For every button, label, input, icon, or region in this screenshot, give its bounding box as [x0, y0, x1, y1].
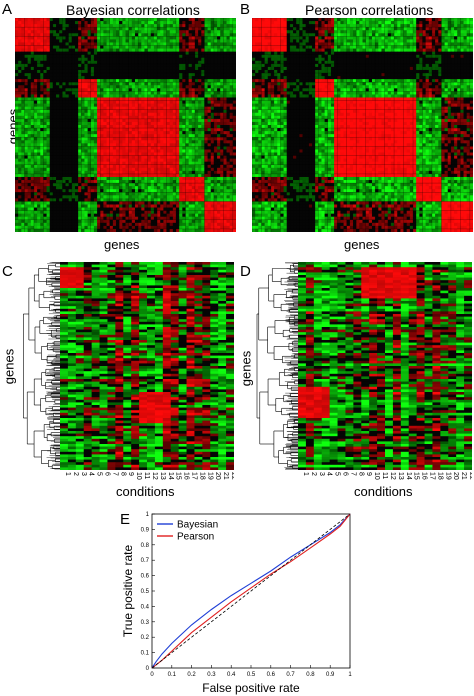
condition-tick-label: 15 — [413, 472, 420, 480]
panel-c-xlabel: conditions — [116, 484, 175, 499]
condition-tick-label: 13 — [397, 472, 404, 480]
pearson-correlation-heatmap — [252, 18, 473, 232]
condition-tick-label: 6 — [104, 472, 111, 476]
panel-a-title: Bayesian correlations — [66, 2, 200, 18]
condition-tick-label: 5 — [334, 472, 341, 476]
y-tick-label: 0.4 — [141, 604, 150, 610]
condition-tick-label: 7 — [111, 472, 118, 476]
condition-tick-label: 10 — [373, 472, 380, 480]
panel-d-condition-ticks: 1 2 3 4 5 6 7 8 9 10 11 12 13 14 15 16 17 18 19 20 21 22 — [302, 472, 472, 480]
condition-tick-label: 4 — [326, 472, 333, 476]
condition-tick-label: 16 — [421, 472, 428, 480]
x-tick-label: 0.1 — [168, 672, 177, 678]
condition-tick-label: 9 — [127, 472, 134, 476]
y-tick-label: 0.1 — [141, 651, 150, 657]
condition-tick-label: 11 — [381, 472, 388, 479]
condition-tick-label: 12 — [389, 472, 396, 480]
condition-tick-label: 9 — [365, 472, 372, 476]
panel-letter-d: D — [240, 263, 251, 280]
condition-tick-label: 19 — [206, 472, 213, 480]
y-tick-label: 0 — [146, 666, 150, 672]
y-tick-label: 0.3 — [141, 620, 150, 626]
condition-tick-label: 1 — [302, 472, 309, 476]
condition-tick-label: 11 — [143, 472, 150, 479]
panel-d-dendrogram — [256, 262, 298, 470]
panel-letter-a: A — [2, 1, 13, 18]
condition-tick-label: 20 — [214, 472, 221, 480]
y-tick-label: 0.5 — [141, 589, 150, 595]
condition-tick-label: 8 — [119, 472, 126, 476]
panel-letter-e: E — [120, 511, 131, 528]
legend-label: Pearson — [177, 532, 214, 543]
x-tick-label: 0 — [150, 672, 154, 678]
y-tick-label: 0.6 — [141, 574, 150, 580]
panel-a-xlabel: genes — [104, 237, 140, 252]
x-tick-label: 0.8 — [306, 672, 315, 678]
condition-tick-label: 15 — [175, 472, 182, 480]
condition-tick-label: 22 — [230, 472, 234, 480]
legend-label: Bayesian — [177, 520, 218, 531]
condition-tick-label: 7 — [349, 472, 356, 476]
y-tick-label: 1 — [146, 512, 150, 518]
x-tick-label: 0.7 — [286, 672, 295, 678]
panel-d-xlabel: conditions — [354, 484, 413, 499]
panel-c-condition-ticks: 1 2 3 4 5 6 7 8 9 10 11 12 13 14 15 16 17 18 19 20 21 22 — [64, 472, 234, 480]
y-tick-label: 0.7 — [141, 558, 150, 564]
panel-letter-c: C — [2, 263, 13, 280]
y-tick-label: 0.8 — [141, 543, 150, 549]
condition-tick-label: 3 — [80, 472, 87, 476]
panel-d-expression-heatmap — [298, 262, 472, 470]
x-tick-label: 0.6 — [267, 672, 276, 678]
panel-d-ylabel: genes — [238, 350, 254, 387]
condition-tick-label: 20 — [452, 472, 459, 480]
condition-tick-label: 17 — [429, 472, 436, 480]
condition-tick-label: 16 — [183, 472, 190, 480]
condition-tick-label: 13 — [159, 472, 166, 480]
condition-tick-label: 6 — [342, 472, 349, 476]
condition-tick-label: 8 — [357, 472, 364, 476]
condition-tick-label: 17 — [191, 472, 198, 480]
condition-tick-label: 19 — [444, 472, 451, 480]
x-tick-label: 0.3 — [207, 672, 216, 678]
roc-curve-chart: 0 0.1 0.2 0.3 0.4 0.5 0.6 0.7 0.8 0.9 1 0 0.1 0.2 0.3 0… — [121, 512, 352, 695]
condition-tick-label: 4 — [88, 472, 95, 476]
panel-letter-b: B — [240, 1, 251, 18]
roc-xlabel: False positive rate — [202, 681, 300, 695]
condition-tick-label: 2 — [72, 472, 79, 476]
panel-c-expression-heatmap — [60, 262, 234, 470]
x-tick-label: 0.4 — [227, 672, 236, 678]
roc-series-bayesian — [151, 513, 351, 669]
roc-diagonal-reference — [151, 513, 351, 669]
condition-tick-label: 12 — [151, 472, 158, 480]
roc-ylabel: True positive rate — [121, 545, 135, 638]
panel-c-dendrogram — [23, 262, 60, 470]
panel-b-title: Pearson correlations — [305, 2, 434, 18]
condition-tick-label: 21 — [222, 472, 229, 480]
y-tick-label: 0.9 — [141, 527, 150, 533]
condition-tick-label: 18 — [198, 472, 205, 480]
x-tick-label: 0.9 — [326, 672, 335, 678]
condition-tick-label: 1 — [64, 472, 71, 476]
condition-tick-label: 2 — [310, 472, 317, 476]
condition-tick-label: 14 — [167, 472, 174, 480]
condition-tick-label: 18 — [436, 472, 443, 480]
panel-b-xlabel: genes — [344, 237, 380, 252]
condition-tick-label: 10 — [135, 472, 142, 480]
y-tick-label: 0.2 — [141, 635, 150, 641]
bayesian-correlation-heatmap — [15, 18, 236, 232]
condition-tick-label: 3 — [318, 472, 325, 476]
x-tick-label: 0.2 — [187, 672, 196, 678]
condition-tick-label: 21 — [460, 472, 467, 480]
condition-tick-label: 22 — [468, 472, 472, 480]
panel-c-ylabel: genes — [1, 348, 17, 385]
x-tick-label: 1 — [348, 672, 352, 678]
condition-tick-label: 14 — [405, 472, 412, 480]
condition-tick-label: 5 — [96, 472, 103, 476]
x-tick-label: 0.5 — [247, 672, 256, 678]
